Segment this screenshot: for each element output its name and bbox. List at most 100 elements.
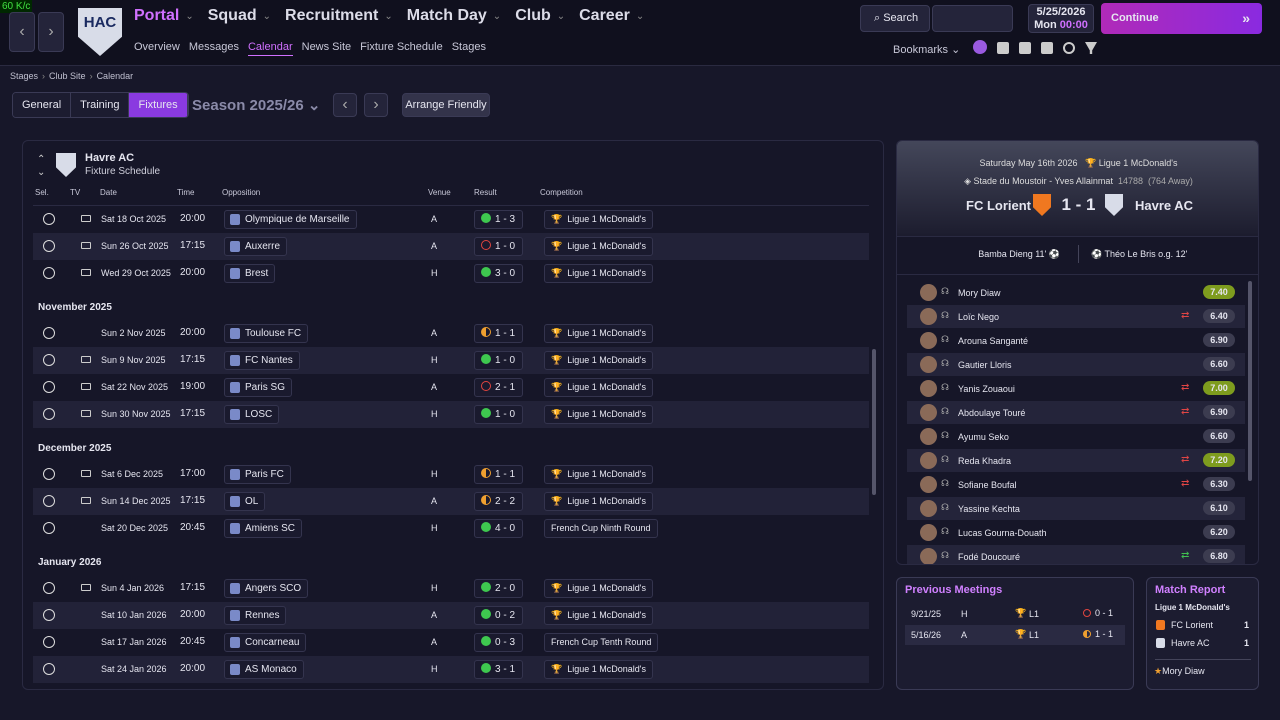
bookmarks[interactable]: Bookmarks ⌄ bbox=[893, 44, 961, 56]
select-radio[interactable] bbox=[43, 522, 55, 534]
fixture-row[interactable]: Sun 2 Nov 2025 20:00 Toulouse FC A 1 - 1 🏆 Lig… bbox=[33, 320, 869, 347]
subnav-item[interactable]: News Site bbox=[301, 41, 352, 53]
opposition[interactable]: Amiens SC bbox=[224, 519, 303, 538]
arrange-friendly[interactable]: Arrange Friendly bbox=[402, 93, 490, 117]
nav-item[interactable]: Career ⌄ bbox=[579, 7, 644, 25]
player-row[interactable]: ☊ Gautier Lloris 6.60 bbox=[907, 353, 1245, 376]
meeting-row[interactable]: 5/16/26 A 🏆 L1 1 - 1 bbox=[905, 625, 1125, 645]
back-button[interactable]: ‹ bbox=[9, 12, 35, 52]
select-radio[interactable] bbox=[43, 408, 55, 420]
collapse-toggle[interactable]: ⌃ ⌄ bbox=[37, 154, 46, 178]
forward-button[interactable]: › bbox=[38, 12, 64, 52]
next-season[interactable]: › bbox=[364, 93, 388, 117]
result[interactable]: 4 - 0 bbox=[474, 519, 523, 538]
fixture-row[interactable]: Sat 18 Oct 2025 20:00 Olympique de Marseil… bbox=[33, 206, 869, 233]
subnav-item[interactable]: Stages bbox=[451, 41, 486, 53]
fixture-row[interactable]: Wed 29 Oct 2025 20:00 Brest H 3 - 0 🏆 Ligue 1 … bbox=[33, 260, 869, 287]
fixture-row[interactable]: Sat 22 Nov 2025 19:00 Paris SG A 2 - 1 🏆 Ligue… bbox=[33, 374, 869, 401]
nav-item[interactable]: Portal ⌄ bbox=[134, 7, 194, 25]
player-row[interactable]: ☊ Sofiane Boufal ⇄ 6.30 bbox=[907, 473, 1245, 496]
fixture-row[interactable]: Sat 24 Jan 2026 20:00 AS Monaco H 3 - 1 🏆 Ligu… bbox=[33, 656, 869, 683]
select-radio[interactable] bbox=[43, 495, 55, 507]
result[interactable]: 1 - 3 bbox=[474, 210, 523, 229]
subnav-item[interactable]: Overview bbox=[134, 41, 180, 53]
search-button[interactable]: ⌕ Search bbox=[860, 5, 930, 32]
scrollbar[interactable] bbox=[872, 349, 876, 495]
opposition[interactable]: OL bbox=[224, 492, 266, 511]
player-row[interactable]: ☊ Mory Diaw 7.40 bbox=[907, 281, 1245, 304]
player-row[interactable]: ☊ Lucas Gourna-Douath 6.20 bbox=[907, 521, 1245, 544]
nav-item[interactable]: Match Day ⌄ bbox=[407, 7, 501, 25]
player-row[interactable]: ☊ Loïc Nego ⇄ 6.40 bbox=[907, 305, 1245, 328]
opposition[interactable]: Paris SG bbox=[224, 378, 293, 397]
select-radio[interactable] bbox=[43, 213, 55, 225]
fixture-row[interactable]: Sat 10 Jan 2026 20:00 Rennes A 0 - 2 🏆 Ligue 1… bbox=[33, 602, 869, 629]
opposition[interactable]: Brest bbox=[224, 264, 276, 283]
result[interactable]: 2 - 1 bbox=[474, 378, 523, 397]
result[interactable]: 3 - 1 bbox=[474, 660, 523, 679]
tab[interactable]: Fixtures bbox=[129, 93, 188, 117]
subnav-item[interactable]: Messages bbox=[188, 41, 239, 53]
select-radio[interactable] bbox=[43, 267, 55, 279]
player-row[interactable]: ☊ Arouna Sanganté 6.90 bbox=[907, 329, 1245, 352]
select-radio[interactable] bbox=[43, 327, 55, 339]
player-row[interactable]: ☊ Abdoulaye Touré ⇄ 6.90 bbox=[907, 401, 1245, 424]
select-radio[interactable] bbox=[43, 582, 55, 594]
subnav-item[interactable]: Calendar bbox=[247, 41, 293, 56]
tab[interactable]: General bbox=[13, 93, 72, 117]
select-radio[interactable] bbox=[43, 609, 55, 621]
player-row[interactable]: ☊ Reda Khadra ⇄ 7.20 bbox=[907, 449, 1245, 472]
opposition[interactable]: AS Monaco bbox=[224, 660, 304, 679]
result[interactable]: 1 - 0 bbox=[474, 237, 523, 256]
player-row[interactable]: ☊ Ayumu Seko 6.60 bbox=[907, 425, 1245, 448]
result[interactable]: 1 - 1 bbox=[474, 465, 523, 484]
subnav-item[interactable]: Fixture Schedule bbox=[360, 41, 443, 53]
nav-item[interactable]: Recruitment ⌄ bbox=[285, 7, 393, 25]
tab[interactable]: Training bbox=[71, 93, 130, 117]
opposition[interactable]: Olympique de Marseille bbox=[224, 210, 357, 229]
season-selector[interactable]: Season 2025/26 ⌄ bbox=[192, 97, 321, 114]
scrollbar[interactable] bbox=[1248, 281, 1252, 481]
fixture-row[interactable]: Sat 17 Jan 2026 20:45 Concarneau A 0 - 3 Fren… bbox=[33, 629, 869, 656]
meeting-row[interactable]: 9/21/25 H 🏆 L1 0 - 1 bbox=[905, 604, 1125, 624]
fixture-row[interactable]: Sat 6 Dec 2025 17:00 Paris FC H 1 - 1 🏆 Ligue … bbox=[33, 461, 869, 488]
player-row[interactable]: ☊ Yassine Kechta 6.10 bbox=[907, 497, 1245, 520]
result[interactable]: 2 - 2 bbox=[474, 492, 523, 511]
date-box[interactable]: 5/25/2026 Mon 00:00 bbox=[1028, 4, 1094, 33]
result[interactable]: 3 - 0 bbox=[474, 264, 523, 283]
nav-item[interactable]: Club ⌄ bbox=[515, 7, 565, 25]
result[interactable]: 0 - 2 bbox=[474, 606, 523, 625]
select-radio[interactable] bbox=[43, 381, 55, 393]
result[interactable]: 2 - 0 bbox=[474, 579, 523, 598]
fixture-row[interactable]: Sun 4 Jan 2026 17:15 Angers SCO H 2 - 0 🏆 Ligu… bbox=[33, 575, 869, 602]
crumb-item[interactable]: Club Site bbox=[49, 71, 86, 81]
opposition[interactable]: Toulouse FC bbox=[224, 324, 309, 343]
crumb-item[interactable]: Stages bbox=[10, 71, 39, 81]
opposition[interactable]: LOSC bbox=[224, 405, 280, 424]
fixture-row[interactable]: Sun 14 Dec 2025 17:15 OL A 2 - 2 🏆 Ligue 1 McD… bbox=[33, 488, 869, 515]
fixture-row[interactable]: Sun 9 Nov 2025 17:15 FC Nantes H 1 - 0 🏆 Ligue… bbox=[33, 347, 869, 374]
opposition[interactable]: Rennes bbox=[224, 606, 287, 625]
select-radio[interactable] bbox=[43, 663, 55, 675]
result[interactable]: 0 - 3 bbox=[474, 633, 523, 652]
opposition[interactable]: Paris FC bbox=[224, 465, 291, 484]
continue-button[interactable]: Continue» bbox=[1101, 3, 1262, 34]
select-radio[interactable] bbox=[43, 354, 55, 366]
opposition[interactable]: FC Nantes bbox=[224, 351, 300, 370]
nav-item[interactable]: Squad ⌄ bbox=[208, 7, 271, 25]
crumb-item[interactable]: Calendar bbox=[96, 71, 134, 81]
quick-buttons[interactable] bbox=[932, 5, 1013, 32]
select-radio[interactable] bbox=[43, 240, 55, 252]
select-radio[interactable] bbox=[43, 468, 55, 480]
fixture-row[interactable]: Sun 30 Nov 2025 17:15 LOSC H 1 - 0 🏆 Ligue 1 M… bbox=[33, 401, 869, 428]
result[interactable]: 1 - 1 bbox=[474, 324, 523, 343]
select-radio[interactable] bbox=[43, 636, 55, 648]
fixture-row[interactable]: Sat 20 Dec 2025 20:45 Amiens SC H 4 - 0 Frenc… bbox=[33, 515, 869, 542]
opposition[interactable]: Angers SCO bbox=[224, 579, 309, 598]
player-row[interactable]: ☊ Fodé Doucouré ⇄ 6.80 bbox=[907, 545, 1245, 564]
opposition[interactable]: Concarneau bbox=[224, 633, 307, 652]
opposition[interactable]: Auxerre bbox=[224, 237, 288, 256]
prev-season[interactable]: ‹ bbox=[333, 93, 357, 117]
result[interactable]: 1 - 0 bbox=[474, 351, 523, 370]
fixture-row[interactable]: Sun 26 Oct 2025 17:15 Auxerre A 1 - 0 🏆 Ligue … bbox=[33, 233, 869, 260]
